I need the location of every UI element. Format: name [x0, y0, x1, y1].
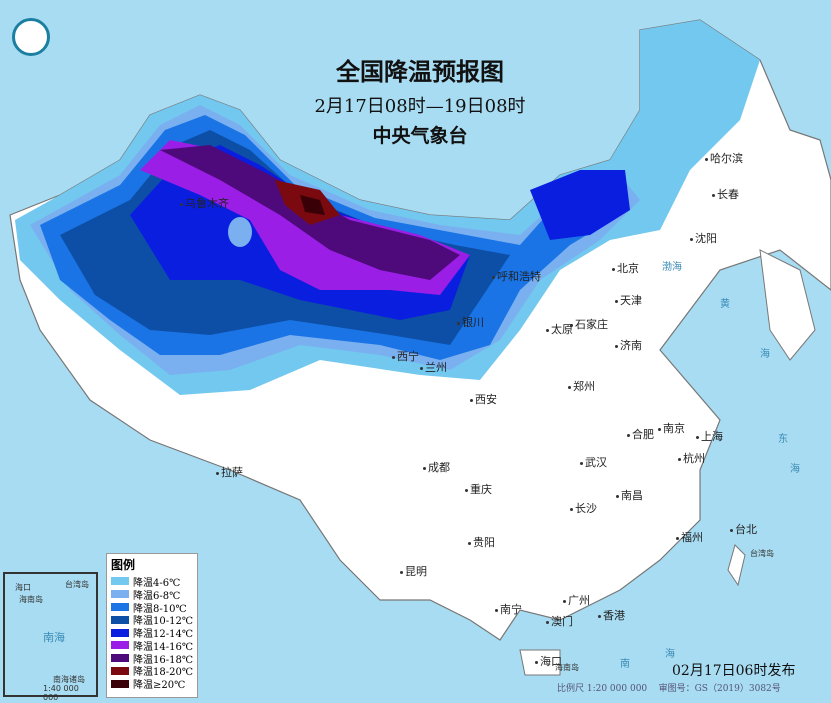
forecast-period: 2月17日08时—19日08时 — [314, 96, 526, 117]
south-china-sea-inset: 海口 海南岛 台湾岛 南海 南海诸岛 1:40 000 000 — [3, 572, 98, 702]
legend-swatch — [111, 679, 129, 688]
city-label: 拉萨 — [216, 464, 243, 480]
korea — [759, 249, 816, 361]
legend-label: 降温12-14℃ — [133, 629, 194, 641]
city-label: 南宁 — [495, 601, 522, 617]
city-label: 兰州 — [420, 359, 447, 375]
map-title: 全国降温预报图 — [336, 58, 504, 86]
sea-label: 海 — [790, 464, 800, 475]
inset-sea-label: 南海 — [43, 631, 65, 644]
city-label: 福州 — [676, 529, 703, 545]
legend-item: 降温6-8℃ — [111, 588, 193, 602]
legend-swatch — [111, 641, 129, 650]
city-label: 南京 — [658, 420, 685, 436]
city-label: 沈阳 — [690, 230, 717, 246]
sea-label: 渤海 — [662, 262, 682, 273]
publish-time: 02月17日06时发布 — [672, 663, 796, 679]
city-label: 合肥 — [627, 426, 654, 442]
legend-label: 降温6-8℃ — [133, 590, 181, 602]
city-label: 太原 — [546, 321, 573, 337]
inset-label: 海南岛 — [19, 595, 43, 604]
city-label: 重庆 — [465, 481, 492, 497]
legend-label: 降温16-18℃ — [133, 654, 194, 666]
city-label: 海口 — [535, 653, 562, 669]
inset-scale: 1:40 000 000 — [43, 684, 79, 702]
city-label: 台北 — [730, 521, 757, 537]
agency: 中央气象台 — [372, 125, 468, 147]
city-label: 呼和浩特 — [492, 268, 541, 284]
sea-label: 南 — [620, 659, 630, 670]
city-label: 南昌 — [616, 487, 643, 503]
legend-item: 降温≥20℃ — [111, 677, 193, 692]
legend-item: 降温4-6℃ — [111, 575, 193, 589]
city-label: 贵阳 — [468, 534, 495, 550]
map-approval-number: 审图号：GS（2019）3082号 — [658, 684, 781, 694]
sea-label: 黄 — [720, 299, 730, 310]
inset-islands-label: 南海诸岛 — [53, 675, 85, 684]
city-label: 长春 — [712, 186, 739, 202]
island-label: 台湾岛 — [750, 549, 774, 558]
legend-swatch — [111, 602, 129, 611]
city-label: 石家庄 — [570, 316, 608, 332]
legend-swatch — [111, 654, 129, 663]
city-label: 天津 — [615, 292, 642, 308]
city-label: 乌鲁木齐 — [180, 195, 229, 211]
scale-and-approval: 比例尺 1:20 000 000 审图号：GS（2019）3082号 — [557, 681, 781, 694]
legend-item: 降温8-10℃ — [111, 601, 193, 615]
city-label: 济南 — [615, 337, 642, 353]
legend-label: 降温8-10℃ — [133, 603, 187, 615]
city-label: 成都 — [423, 459, 450, 475]
legend-item: 降温18-20℃ — [111, 665, 193, 678]
sea-label: 海 — [665, 649, 675, 660]
legend-swatch — [111, 577, 129, 586]
taiwan — [727, 544, 746, 587]
band-8-10-island — [228, 217, 252, 247]
legend-label: 降温18-20℃ — [133, 667, 194, 679]
legend-item: 降温10-12℃ — [111, 613, 194, 628]
city-label: 西宁 — [392, 348, 419, 364]
sea-label: 东 — [778, 434, 788, 445]
legend-label: 降温14-16℃ — [133, 641, 194, 653]
city-label: 西安 — [470, 391, 497, 407]
city-label: 长沙 — [570, 500, 597, 516]
cma-logo — [12, 18, 50, 56]
legend-swatch — [111, 666, 129, 675]
city-label: 哈尔滨 — [705, 150, 743, 166]
city-label: 郑州 — [568, 378, 595, 394]
legend-swatch — [111, 615, 129, 624]
legend-item: 降温16-18℃ — [111, 652, 194, 666]
city-label: 澳门 — [546, 613, 573, 629]
city-label: 武汉 — [580, 454, 607, 470]
inset-label: 台湾岛 — [65, 580, 89, 589]
sea-label: 海 — [760, 349, 770, 360]
band-ge20 — [300, 195, 325, 215]
legend-item: 降温14-16℃ — [111, 639, 194, 653]
legend: 图例 降温4-6℃ 降温6-8℃ 降温8-10℃ 降温10-12℃ 降温12-14℃ 降温… — [106, 553, 198, 698]
legend-label: 降温4-6℃ — [133, 577, 181, 589]
city-label: 北京 — [612, 260, 639, 276]
legend-swatch — [111, 628, 129, 637]
inset-label: 海口 — [15, 583, 31, 592]
city-label: 银川 — [457, 314, 484, 330]
map-scale: 比例尺 1:20 000 000 — [557, 684, 648, 694]
band-12-14-ne — [530, 170, 630, 240]
city-label: 广州 — [563, 592, 590, 608]
city-label: 上海 — [696, 428, 723, 444]
island-label: 海南岛 — [555, 663, 579, 672]
legend-title: 图例 — [111, 558, 136, 572]
legend-swatch — [111, 590, 129, 599]
legend-label: 降温10-12℃ — [133, 616, 194, 628]
legend-label: 降温≥20℃ — [133, 680, 186, 692]
city-label: 香港 — [598, 607, 625, 623]
legend-item: 降温12-14℃ — [111, 626, 194, 641]
city-label: 昆明 — [400, 563, 427, 579]
city-label: 杭州 — [678, 450, 705, 466]
